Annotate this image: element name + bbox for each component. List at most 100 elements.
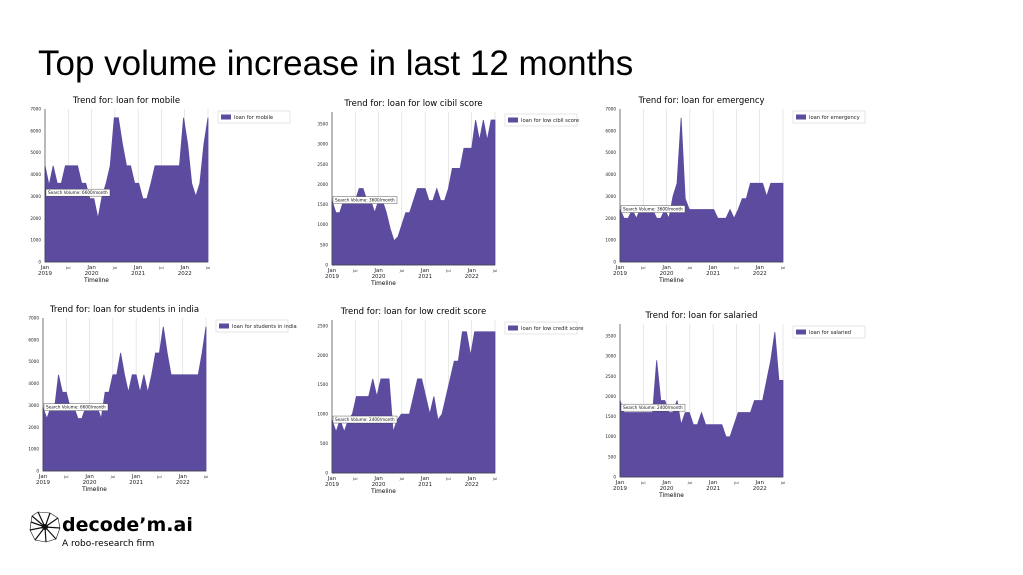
x-tick-label: Jul — [687, 266, 692, 270]
x-tick-label: Jan 2019 — [613, 480, 627, 492]
x-tick-label: Jan 2020 — [372, 476, 386, 488]
svg-text:Search Volume: 6600/month: Search Volume: 6600/month — [48, 190, 108, 195]
y-tick-label: 0 — [613, 260, 616, 265]
chart-panel-low-cibil-score: Trend for: loan for low cibil score 0 500 1… — [306, 92, 586, 292]
series-area — [619, 117, 784, 263]
x-tick-label: Jul — [112, 266, 117, 270]
y-tick-label: 7000 — [30, 107, 41, 112]
x-axis-label: Timeline — [81, 487, 107, 493]
svg-text:Search Volume: 2400/month: Search Volume: 2400/month — [623, 405, 683, 410]
x-tick-label: Jan 2020 — [85, 265, 99, 277]
x-tick-label: Jul — [110, 475, 115, 479]
y-tick-label: 1000 — [30, 238, 41, 243]
x-tick-label: Jan 2020 — [83, 474, 97, 486]
chart-students-in-india: Trend for: loan for students in india 0 10… — [28, 305, 296, 493]
y-tick-label: 5000 — [28, 359, 39, 364]
chart-title: Trend for: loan for students in india — [49, 305, 199, 315]
chart-panel-mobile: Trend for: loan for mobile 0 1000 2000 3000 4… — [20, 92, 291, 292]
legend-label: loan for emergency — [809, 115, 860, 121]
x-tick-label: Jan 2022 — [753, 480, 767, 492]
x-tick-label: Jan 2021 — [129, 474, 143, 486]
y-tick-label: 1000 — [317, 412, 328, 417]
y-tick-label: 2000 — [605, 394, 616, 399]
chart-title: Trend for: loan for emergency — [637, 96, 764, 106]
x-tick-label: Jul — [492, 477, 497, 481]
svg-text:Search Volume: 3600/month: Search Volume: 3600/month — [623, 207, 683, 212]
svg-text:Search Volume: 6600/month: Search Volume: 6600/month — [46, 405, 106, 410]
legend-label: loan for low credit score — [521, 326, 583, 332]
chart-title: Trend for: loan for mobile — [72, 96, 180, 106]
y-tick-label: 1000 — [605, 238, 616, 243]
x-tick-label: Jul — [203, 475, 208, 479]
legend-label: loan for mobile — [234, 115, 273, 121]
x-tick-label: Jan 2020 — [372, 268, 386, 280]
series-area — [331, 331, 496, 474]
chart-panel-students-in-india: Trend for: loan for students in india 0 10… — [18, 300, 298, 500]
series-area — [42, 326, 207, 472]
y-tick-label: 3000 — [28, 403, 39, 408]
x-axis-label: Timeline — [83, 278, 109, 284]
x-tick-label: Jul — [733, 481, 738, 485]
y-tick-label: 2000 — [28, 425, 39, 430]
y-tick-label: 7000 — [28, 316, 39, 321]
y-tick-label: 3000 — [317, 142, 328, 147]
y-tick-label: 0 — [325, 471, 328, 476]
x-tick-label: Jul — [156, 475, 161, 479]
svg-text:Search Volume: 3600/month: Search Volume: 3600/month — [335, 198, 395, 203]
y-tick-label: 0 — [325, 263, 328, 268]
brand-tagline: A robo-research firm — [62, 539, 155, 549]
x-axis-label: Timeline — [658, 493, 684, 499]
legend-label: loan for salaried — [809, 330, 851, 336]
y-tick-label: 1000 — [28, 447, 39, 452]
y-tick-label: 1000 — [317, 222, 328, 227]
legend-swatch — [796, 329, 806, 335]
x-tick-label: Jan 2021 — [418, 268, 432, 280]
legend-swatch — [508, 325, 518, 331]
y-tick-label: 1500 — [317, 382, 328, 387]
x-axis-label: Timeline — [658, 278, 684, 284]
x-tick-label: Jul — [65, 266, 70, 270]
chart-title: Trend for: loan for low cibil score — [343, 99, 482, 109]
x-tick-label: Jan 2022 — [753, 265, 767, 277]
x-tick-label: Jul — [399, 477, 404, 481]
y-tick-label: 4000 — [605, 172, 616, 177]
y-tick-label: 500 — [608, 454, 616, 459]
x-tick-label: Jan 2022 — [178, 265, 192, 277]
x-tick-label: Jan 2021 — [131, 265, 145, 277]
legend-swatch — [508, 117, 518, 123]
x-tick-label: Jul — [399, 269, 404, 273]
legend: loan for low credit score — [504, 321, 583, 335]
y-tick-label: 0 — [36, 469, 39, 474]
x-tick-label: Jul — [640, 481, 645, 485]
search-volume-annotation: Search Volume: 3600/month — [332, 196, 398, 204]
network-logo-icon — [29, 511, 61, 543]
y-tick-label: 7000 — [605, 107, 616, 112]
y-tick-label: 6000 — [28, 337, 39, 342]
y-tick-label: 2500 — [605, 374, 616, 379]
legend-swatch — [796, 114, 806, 120]
legend-swatch — [219, 323, 229, 329]
x-tick-label: Jul — [352, 269, 357, 273]
y-tick-label: 2000 — [30, 216, 41, 221]
y-tick-label: 3000 — [30, 194, 41, 199]
chart-title: Trend for: loan for low credit score — [340, 307, 486, 317]
x-tick-label: Jan 2022 — [176, 474, 190, 486]
chart-title: Trend for: loan for salaried — [644, 311, 757, 321]
y-tick-label: 0 — [38, 260, 41, 265]
chart-mobile: Trend for: loan for mobile 0 1000 2000 3000 4… — [30, 96, 291, 284]
y-tick-label: 3000 — [605, 194, 616, 199]
x-tick-label: Jul — [445, 477, 450, 481]
chart-panel-emergency: Trend for: loan for emergency 0 1000 2000 30… — [596, 92, 876, 292]
x-tick-label: Jan 2019 — [38, 265, 52, 277]
y-tick-label: 3000 — [605, 354, 616, 359]
search-volume-annotation: Search Volume: 3600/month — [620, 205, 686, 213]
x-tick-label: Jul — [63, 475, 68, 479]
brand-name: decode’m.ai — [62, 514, 193, 536]
brand-logo — [28, 508, 188, 556]
x-axis-label: Timeline — [370, 281, 396, 287]
y-tick-label: 1500 — [317, 202, 328, 207]
y-tick-label: 4000 — [28, 381, 39, 386]
y-tick-label: 500 — [320, 242, 328, 247]
x-tick-label: Jan 2019 — [325, 268, 339, 280]
x-tick-label: Jul — [352, 477, 357, 481]
